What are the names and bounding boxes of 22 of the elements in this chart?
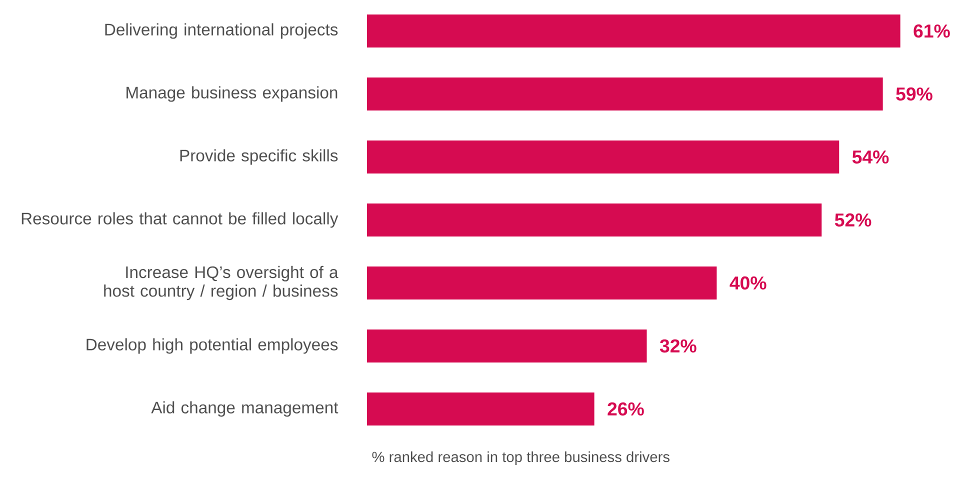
bar [367, 329, 647, 362]
data-label: 52% [834, 213, 872, 227]
y-tick-label: Manage business expansion [126, 86, 338, 102]
y-tick-label: Delivering international projects [105, 23, 338, 39]
data-label: 32% [660, 339, 696, 353]
bar [367, 14, 900, 48]
bar [367, 392, 594, 426]
data-label: 26% [608, 402, 644, 416]
y-tick-label: Increase HQ’s oversight of a host country / region / business [104, 266, 338, 300]
bar [367, 78, 883, 111]
data-label: 61% [914, 24, 950, 38]
bar [367, 140, 840, 174]
y-tick-label: Provide specific skills [180, 149, 338, 165]
y-tick-label: Develop high potential employees [86, 338, 338, 354]
bar [367, 266, 717, 300]
y-tick-label: Resource roles that cannot be filled locally [22, 212, 338, 228]
data-label: 40% [730, 276, 766, 290]
data-label: 59% [896, 87, 932, 101]
y-tick-label: Aid change management [151, 401, 338, 417]
data-label: 54% [852, 150, 889, 164]
bar [367, 203, 822, 236]
x-axis-title: % ranked reason in top three business drivers [372, 451, 670, 466]
